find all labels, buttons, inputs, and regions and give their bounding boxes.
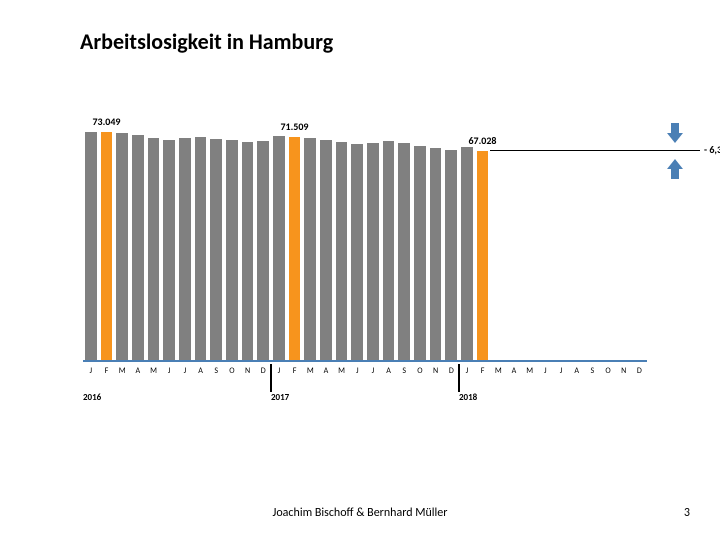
month-tick: J (539, 366, 551, 376)
year-label: 2017 (271, 392, 289, 403)
year-label: 2018 (459, 392, 477, 403)
month-tick: J (273, 366, 285, 376)
month-tick: A (383, 366, 395, 376)
month-tick: A (320, 366, 332, 376)
page-title: Arbeitslosigkeit in Hamburg (80, 28, 333, 55)
page-number: 3 (684, 506, 690, 520)
value-label: 67.028 (468, 134, 496, 147)
bar (414, 146, 426, 360)
bar (461, 147, 473, 360)
month-tick: D (257, 366, 269, 376)
pct-change-label: - 6,3 % (704, 143, 720, 156)
month-tick: J (351, 366, 363, 376)
value-label: 71.509 (280, 120, 308, 133)
bar (226, 140, 238, 360)
x-axis-line (83, 360, 647, 362)
bar (179, 138, 191, 360)
month-tick: M (116, 366, 128, 376)
month-tick: O (602, 366, 614, 376)
bar (336, 142, 348, 360)
month-tick: S (398, 366, 410, 376)
bar (163, 140, 175, 360)
month-tick: M (336, 366, 348, 376)
month-tick: J (555, 366, 567, 376)
month-tick: J (85, 366, 97, 376)
arrow-down-icon (671, 123, 679, 133)
year-separator (458, 364, 460, 392)
value-label: 73.049 (92, 115, 120, 128)
arrow-down-head-icon (667, 133, 683, 143)
month-tick: D (445, 366, 457, 376)
bar (116, 133, 128, 360)
bar (242, 142, 254, 360)
month-tick: D (634, 366, 646, 376)
month-tick: J (179, 366, 191, 376)
bar (85, 132, 97, 360)
month-tick: A (132, 366, 144, 376)
bar (367, 143, 379, 361)
month-tick: O (414, 366, 426, 376)
bar (132, 135, 144, 360)
month-tick: F (477, 366, 489, 376)
reference-line (490, 150, 700, 151)
bar (257, 141, 269, 360)
month-tick: F (101, 366, 113, 376)
bar (195, 137, 207, 360)
month-tick: A (508, 366, 520, 376)
bar (289, 137, 301, 360)
month-tick: J (461, 366, 473, 376)
month-tick: O (226, 366, 238, 376)
arrow-up-head-icon (667, 159, 683, 169)
month-tick: M (304, 366, 316, 376)
bar (273, 136, 285, 360)
month-axis: JFMAMJJASONDJFMAMJJASONDJFMAMJJASOND (85, 366, 645, 376)
month-tick: J (163, 366, 175, 376)
month-tick: A (571, 366, 583, 376)
bar (304, 138, 316, 360)
year-label: 2016 (83, 392, 101, 403)
month-tick: N (618, 366, 630, 376)
month-tick: M (492, 366, 504, 376)
month-tick: J (367, 366, 379, 376)
bar (101, 132, 113, 360)
bar (320, 140, 332, 360)
month-tick: F (289, 366, 301, 376)
month-tick: S (210, 366, 222, 376)
month-tick: N (430, 366, 442, 376)
year-separator (270, 364, 272, 392)
bar (351, 144, 363, 360)
bar (148, 138, 160, 361)
bar-container (85, 110, 645, 360)
bar-chart: 73.04971.50967.028 JFMAMJJASONDJFMAMJJAS… (85, 108, 645, 388)
bar (398, 143, 410, 360)
footer-author: Joachim Bischoff & Bernhard Müller (273, 506, 448, 520)
month-tick: M (148, 366, 160, 376)
bar (430, 148, 442, 360)
arrow-up-icon (671, 169, 679, 179)
bar (445, 150, 457, 360)
bar (383, 141, 395, 360)
month-tick: S (587, 366, 599, 376)
bar (210, 139, 222, 360)
slide: Arbeitslosigkeit in Hamburg 73.049 71.509… (0, 0, 720, 540)
month-tick: M (524, 366, 536, 376)
month-tick: A (195, 366, 207, 376)
bar (477, 151, 489, 360)
month-tick: N (242, 366, 254, 376)
